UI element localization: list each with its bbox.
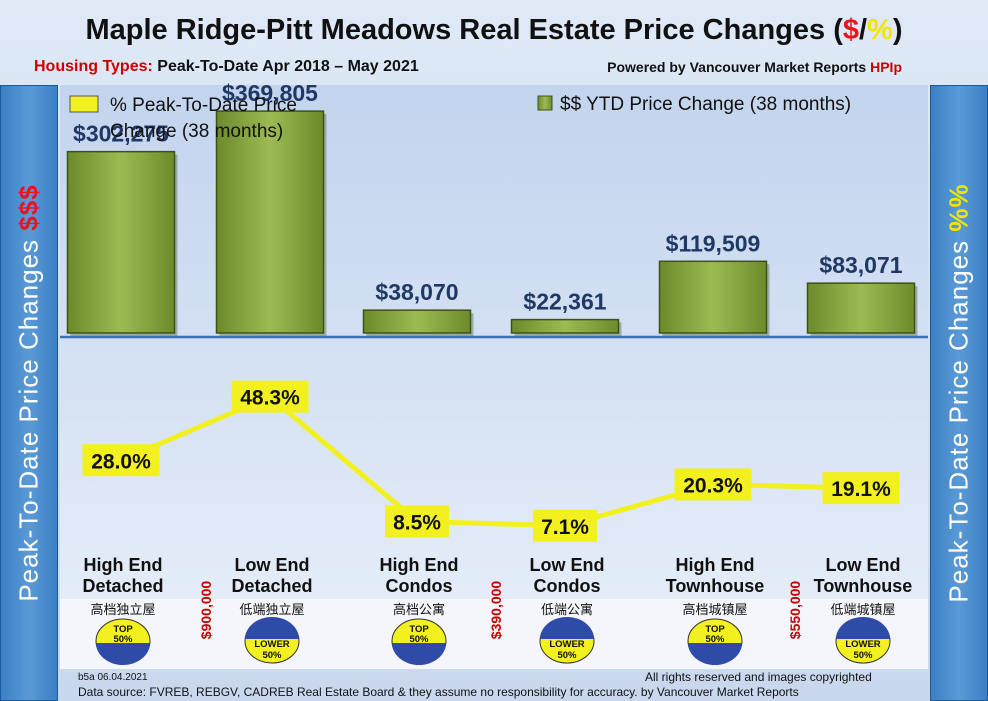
legend-dollar-swatch [537,95,553,111]
pct-value-label: 19.1% [831,478,891,501]
pct-label-box [385,505,449,538]
price-threshold-label: $550,000 [787,580,803,640]
svg-text:50%: 50% [409,634,429,645]
bar [510,318,620,334]
svg-text:LOWER: LOWER [845,639,880,650]
category-label: Low End Condos [529,555,605,596]
svg-text:LOWER: LOWER [254,639,289,650]
category-label: High End Townhouse [665,555,765,596]
category-label-cn: 低端城镇屋 [830,602,896,617]
bar-value-label: $119,509 [666,230,761,256]
plot-area [60,85,928,599]
category-label-cn: 高档城镇屋 [682,602,748,617]
bar-value-label: $38,070 [375,279,458,305]
svg-text:50%: 50% [262,650,282,661]
chart-title: Maple Ridge-Pitt Meadows Real Estate Pri… [85,14,903,46]
bar [66,150,176,334]
svg-text:50%: 50% [705,634,725,645]
svg-text:TOP: TOP [409,624,429,635]
chart-subtitle: Housing Types: Peak-To-Date Apr 2018 – M… [34,58,419,75]
category-label-cn: 低端独立屋 [239,602,305,617]
pct-value-label: 48.3% [240,387,300,410]
price-threshold-label: $390,000 [488,580,504,640]
bar-value-label: $22,361 [523,289,606,315]
pct-label-box [674,468,752,501]
pct-value-label: 7.1% [541,516,589,539]
pct-value-label: 20.3% [683,474,743,497]
legend-pct-swatch [69,95,99,113]
legend-dollar-label: $$ YTD Price Change (38 months) [560,94,852,115]
category-label: High End Condos [379,555,459,596]
category-label: Low End Townhouse [813,555,913,596]
svg-text:50%: 50% [557,650,577,661]
pct-label-box [231,380,309,413]
bar-value-label: $83,071 [819,252,902,278]
svg-text:LOWER: LOWER [549,639,584,650]
pct-value-label: 8.5% [393,511,441,534]
bar [362,309,472,334]
badge-strip [60,599,928,669]
footer-rights: All rights reserved and images copyright… [645,670,872,684]
category-label-cn: 低端公寓 [540,602,593,617]
category-label: Low End Detached [231,555,313,596]
category-label-cn: 高档公寓 [392,602,445,617]
pct-value-label: 28.0% [91,450,151,473]
category-label-cn: 高档独立屋 [90,602,156,617]
bar [806,282,916,334]
svg-text:TOP: TOP [113,624,133,635]
bar [215,110,325,334]
bar-value-label: $369,805 [222,80,318,106]
powered-by: Powered by Vancouver Market Reports HPIp [607,59,902,75]
bar-value-label: $302,275 [73,121,169,147]
bar [658,260,768,334]
price-threshold-label: $900,000 [198,580,214,640]
legend-pct-label: % Peak-To-Date Price Change (38 months) [110,95,297,142]
left-axis-banner: Peak-To-Date Price Changes $$$ [0,85,58,701]
footer-source: Data source: FVREB, REBGV, CADREB Real E… [78,685,799,699]
svg-text:50%: 50% [113,634,133,645]
footer-code: b5a 06.04.2021 [78,672,148,683]
svg-text:50%: 50% [853,650,873,661]
svg-text:TOP: TOP [705,624,725,635]
pct-label-box [82,444,160,477]
pct-label-box [822,472,900,505]
category-label: High End Detached [82,555,164,596]
pct-label-box [533,509,597,542]
